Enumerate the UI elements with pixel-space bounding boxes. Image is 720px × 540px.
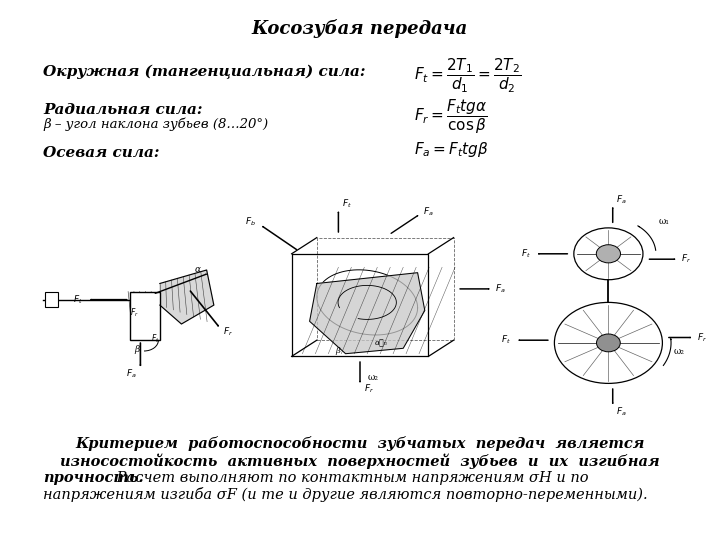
Text: $F_t$: $F_t$ <box>151 333 160 346</box>
Text: напряжениям изгиба σF (и те и другие являются повторно-переменными).: напряжениям изгиба σF (и те и другие явл… <box>43 487 648 502</box>
Text: Осевая сила:: Осевая сила: <box>43 146 160 160</box>
Text: износостойкость  активных  поверхностей  зубьев  и  их  изгибная: износостойкость активных поверхностей зу… <box>60 454 660 469</box>
Text: $F_t = \dfrac{2T_1}{d_1} = \dfrac{2T_2}{d_2}$: $F_t = \dfrac{2T_1}{d_1} = \dfrac{2T_2}{… <box>414 57 521 95</box>
Circle shape <box>596 334 621 352</box>
Text: $F_a$: $F_a$ <box>616 405 626 418</box>
Polygon shape <box>160 270 214 324</box>
Text: $F_r$: $F_r$ <box>364 382 374 395</box>
Text: $F_r$: $F_r$ <box>697 331 707 344</box>
Text: $F_t$: $F_t$ <box>521 247 531 260</box>
Text: ω₁: ω₁ <box>659 217 670 226</box>
Text: $F_b$: $F_b$ <box>245 215 256 228</box>
Text: $F_a$: $F_a$ <box>127 367 137 380</box>
Polygon shape <box>310 273 425 354</box>
Text: $F_r$: $F_r$ <box>130 307 138 320</box>
Text: $F_r$: $F_r$ <box>681 253 691 266</box>
Text: $F_r = \dfrac{F_t tg\alpha}{\cos\beta}$: $F_r = \dfrac{F_t tg\alpha}{\cos\beta}$ <box>414 97 487 136</box>
Text: β – угол наклона зубьев (8…20°): β – угол наклона зубьев (8…20°) <box>43 117 269 131</box>
Text: $F_a$: $F_a$ <box>423 205 434 218</box>
Text: прочность.: прочность. <box>43 471 144 485</box>
Text: α: α <box>194 266 201 274</box>
Text: α꜀ₙ: α꜀ₙ <box>374 339 387 347</box>
Circle shape <box>596 245 621 263</box>
Text: $F_a = F_t tg\beta$: $F_a = F_t tg\beta$ <box>414 140 489 159</box>
Text: $F_a$: $F_a$ <box>495 282 506 295</box>
Text: β: β <box>135 346 140 354</box>
Text: ω₂: ω₂ <box>673 347 684 355</box>
Text: $F_r$: $F_r$ <box>223 326 233 339</box>
Text: $F_a$: $F_a$ <box>616 193 626 206</box>
Text: Расчет выполняют по контактным напряжениям σH и по: Расчет выполняют по контактным напряжени… <box>112 471 588 485</box>
Text: β: β <box>335 347 340 355</box>
Text: $F_t$: $F_t$ <box>73 293 83 306</box>
Text: Косозубая передача: Косозубая передача <box>252 19 468 38</box>
Text: Критерием  работоспособности  зубчатых  передач  является: Критерием работоспособности зубчатых пер… <box>76 436 644 451</box>
Text: $F_t$: $F_t$ <box>342 198 352 211</box>
Text: ω₂: ω₂ <box>367 374 378 382</box>
Bar <box>130 292 160 340</box>
Text: Окружная (тангенциальная) сила:: Окружная (тангенциальная) сила: <box>43 65 366 79</box>
Bar <box>45 292 58 307</box>
Text: Радиальная сила:: Радиальная сила: <box>43 103 203 117</box>
Text: $F_t$: $F_t$ <box>501 334 511 347</box>
